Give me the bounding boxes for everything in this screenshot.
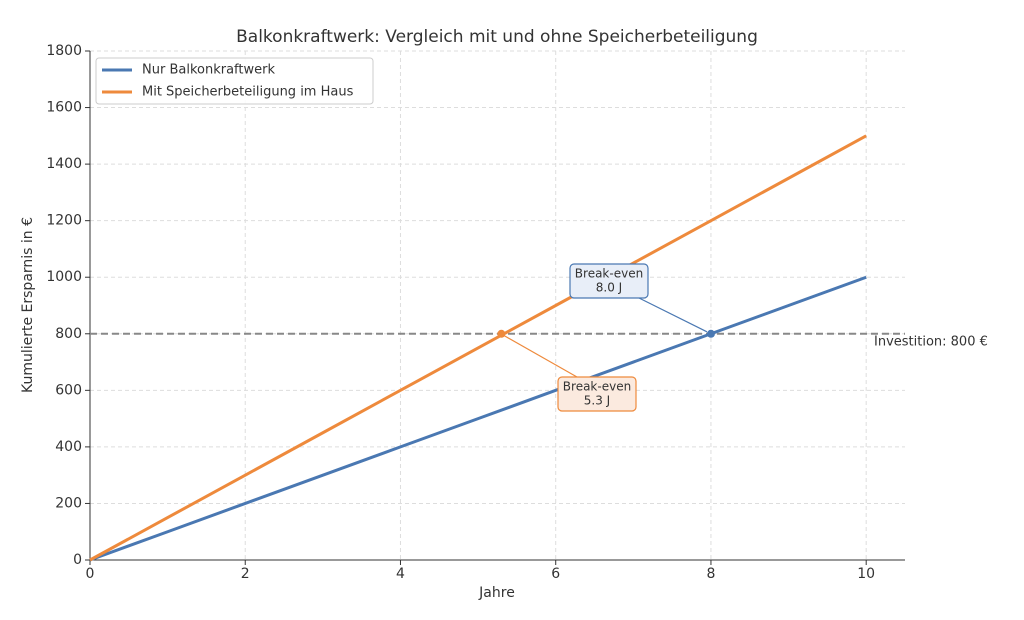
annotation-text: Break-even bbox=[563, 380, 631, 394]
x-tick-label: 0 bbox=[86, 566, 95, 582]
y-tick-label: 1200 bbox=[46, 213, 82, 229]
annotation-arrow bbox=[638, 297, 708, 333]
x-tick-label: 4 bbox=[396, 566, 405, 582]
break-even-point bbox=[706, 329, 715, 338]
x-tick-label: 10 bbox=[857, 566, 875, 582]
y-tick-label: 1000 bbox=[46, 269, 82, 285]
x-axis-label: Jahre bbox=[478, 585, 515, 601]
legend-box bbox=[95, 57, 374, 105]
y-tick-label: 1600 bbox=[46, 100, 82, 116]
annotation-text: 5.3 J bbox=[584, 394, 610, 408]
y-tick-label: 1800 bbox=[46, 43, 82, 59]
y-tick-label: 600 bbox=[55, 382, 82, 398]
legend-label: Nur Balkonkraftwerk bbox=[142, 63, 275, 78]
annotation-arrow bbox=[504, 335, 578, 378]
annotation-text: 8.0 J bbox=[596, 281, 622, 295]
y-tick-label: 800 bbox=[55, 326, 82, 342]
x-tick-label: 8 bbox=[706, 566, 715, 582]
y-tick-label: 400 bbox=[55, 439, 82, 455]
series-line bbox=[89, 134, 867, 562]
annotation-box bbox=[569, 263, 649, 299]
annotation-box bbox=[557, 376, 637, 412]
chart-title: Balkonkraftwerk: Vergleich mit und ohne … bbox=[236, 27, 758, 47]
x-tick-label: 6 bbox=[551, 566, 560, 582]
break-even-point bbox=[497, 329, 506, 338]
y-tick-label: 200 bbox=[55, 495, 82, 511]
reference-label: Investition: 800 € bbox=[874, 334, 988, 349]
y-tick-label: 1400 bbox=[46, 156, 82, 172]
y-tick-label: 0 bbox=[73, 552, 82, 568]
y-axis-label: Kumulierte Ersparnis in € bbox=[20, 217, 36, 393]
annotation-text: Break-even bbox=[575, 267, 643, 281]
legend-label: Mit Speicherbeteiligung im Haus bbox=[142, 85, 354, 100]
x-tick-label: 2 bbox=[241, 566, 250, 582]
series-line bbox=[89, 275, 867, 562]
